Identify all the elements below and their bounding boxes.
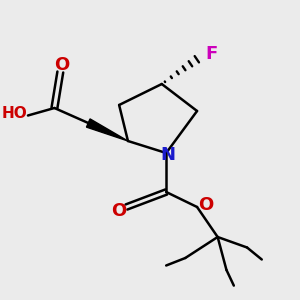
Text: O: O	[112, 202, 127, 220]
Polygon shape	[86, 119, 128, 141]
Text: HO: HO	[2, 106, 28, 122]
Text: O: O	[198, 196, 214, 214]
Text: N: N	[160, 146, 175, 164]
Text: O: O	[54, 56, 69, 74]
Text: F: F	[206, 45, 218, 63]
